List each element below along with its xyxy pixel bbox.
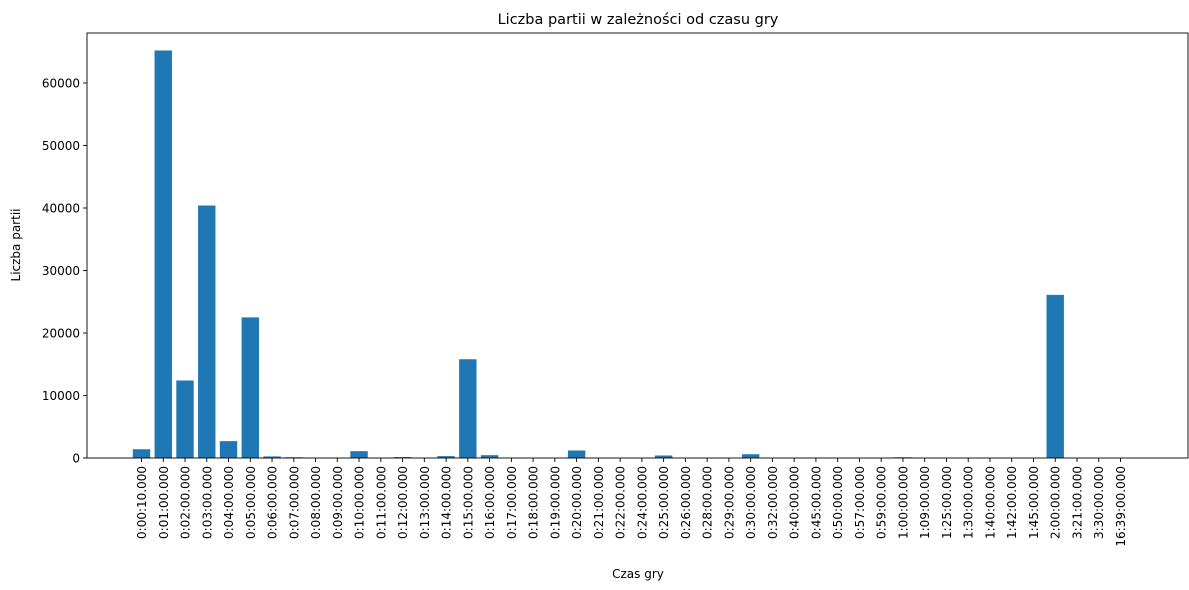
x-tick-label-5: 0:05:00.000 [244,466,258,539]
x-tick-label-35: 1:00:00.000 [896,466,910,539]
bars-group [132,50,1130,459]
bar-28 [741,454,760,458]
x-tick-label-27: 0:29:00.000 [722,466,736,539]
x-tick-label-38: 1:30:00.000 [962,466,976,539]
x-tick-label-39: 1:40:00.000 [983,466,997,539]
x-tick-label-22: 0:22:00.000 [614,466,628,539]
x-tick-label-32: 0:50:00.000 [831,466,845,539]
x-tick-label-28: 0:30:00.000 [744,466,758,539]
y-axis: 0 10000 20000 30000 40000 50000 60000 [42,77,87,466]
x-tick-label-36: 1:09:00.000 [918,466,932,539]
x-axis: 0:00:10.000 0:01:00.000 0:02:00.000 0:03:00… [135,458,1128,547]
bar-42 [1046,294,1064,459]
x-tick-label-41: 1:45:00.000 [1027,466,1041,539]
bar-16 [480,455,499,458]
x-tick-label-13: 0:13:00.000 [418,466,432,539]
x-tick-label-23: 0:24:00.000 [635,466,649,539]
x-tick-label-34: 0:59:00.000 [875,466,889,539]
x-tick-label-4: 0:04:00.000 [222,466,236,539]
x-tick-label-16: 0:16:00.000 [483,466,497,539]
x-tick-label-31: 0:45:00.000 [809,466,823,539]
y-axis-label: Liczba partii [9,209,23,282]
x-tick-label-20: 0:20:00.000 [570,466,584,539]
y-tick-label-5: 50000 [42,139,80,153]
x-tick-label-21: 0:21:00.000 [592,466,606,539]
x-tick-label-9: 0:09:00.000 [331,466,345,539]
y-tick-label-1: 10000 [42,389,80,403]
bar-3 [198,205,216,458]
x-axis-label: Czas gry [612,567,664,581]
x-tick-label-14: 0:14:00.000 [440,466,454,539]
x-tick-label-24: 0:25:00.000 [657,466,671,539]
x-tick-label-40: 1:42:00.000 [1005,466,1019,539]
y-tick-label-6: 60000 [42,77,80,91]
x-tick-label-2: 0:02:00.000 [179,466,193,539]
x-tick-label-8: 0:08:00.000 [309,466,323,539]
x-tick-label-10: 0:10:00.000 [353,466,367,539]
y-tick-label-3: 30000 [42,264,80,278]
x-tick-label-19: 0:19:00.000 [548,466,562,539]
bar-12 [393,457,412,458]
x-tick-label-30: 0:40:00.000 [788,466,802,539]
bar-10 [350,451,368,459]
bar-15 [459,359,477,458]
chart-title: Liczba partii w zależności od czasu gry [498,12,779,28]
x-tick-label-0: 0:00:10.000 [135,466,149,539]
x-tick-label-43: 3:21:00.000 [1070,466,1084,539]
x-tick-label-3: 0:03:00.000 [200,466,214,539]
x-tick-label-42: 2:00:00.000 [1049,466,1063,539]
x-tick-label-33: 0:57:00.000 [853,466,867,539]
x-tick-label-6: 0:06:00.000 [266,466,280,539]
bar-0 [132,449,151,458]
x-tick-label-15: 0:15:00.000 [461,466,475,539]
y-tick-label-0: 0 [72,452,80,466]
x-tick-label-25: 0:26:00.000 [679,466,693,539]
x-tick-label-11: 0:11:00.000 [374,466,388,539]
plot-frame [86,32,1189,459]
x-tick-label-29: 0:32:00.000 [766,466,780,539]
bar-24 [654,455,673,458]
y-tick-label-2: 20000 [42,327,80,341]
x-tick-label-1: 0:01:00.000 [157,466,171,539]
x-tick-label-37: 1:25:00.000 [940,466,954,539]
x-tick-label-12: 0:12:00.000 [396,466,410,539]
bar-5 [241,317,259,459]
bar-1 [154,50,172,458]
bar-14 [437,456,455,459]
y-tick-label-4: 40000 [42,202,80,216]
x-tick-label-18: 0:18:00.000 [527,466,541,539]
x-tick-label-45: 16:39:00.000 [1114,466,1128,547]
bar-2 [176,380,194,458]
bar-6 [263,456,281,458]
x-tick-label-17: 0:17:00.000 [505,466,519,539]
x-tick-label-44: 3:30:00.000 [1092,466,1106,539]
bar-4 [219,441,238,459]
x-tick-label-7: 0:07:00.000 [287,466,301,539]
bar-20 [567,450,586,458]
x-tick-label-26: 0:28:00.000 [701,466,715,539]
